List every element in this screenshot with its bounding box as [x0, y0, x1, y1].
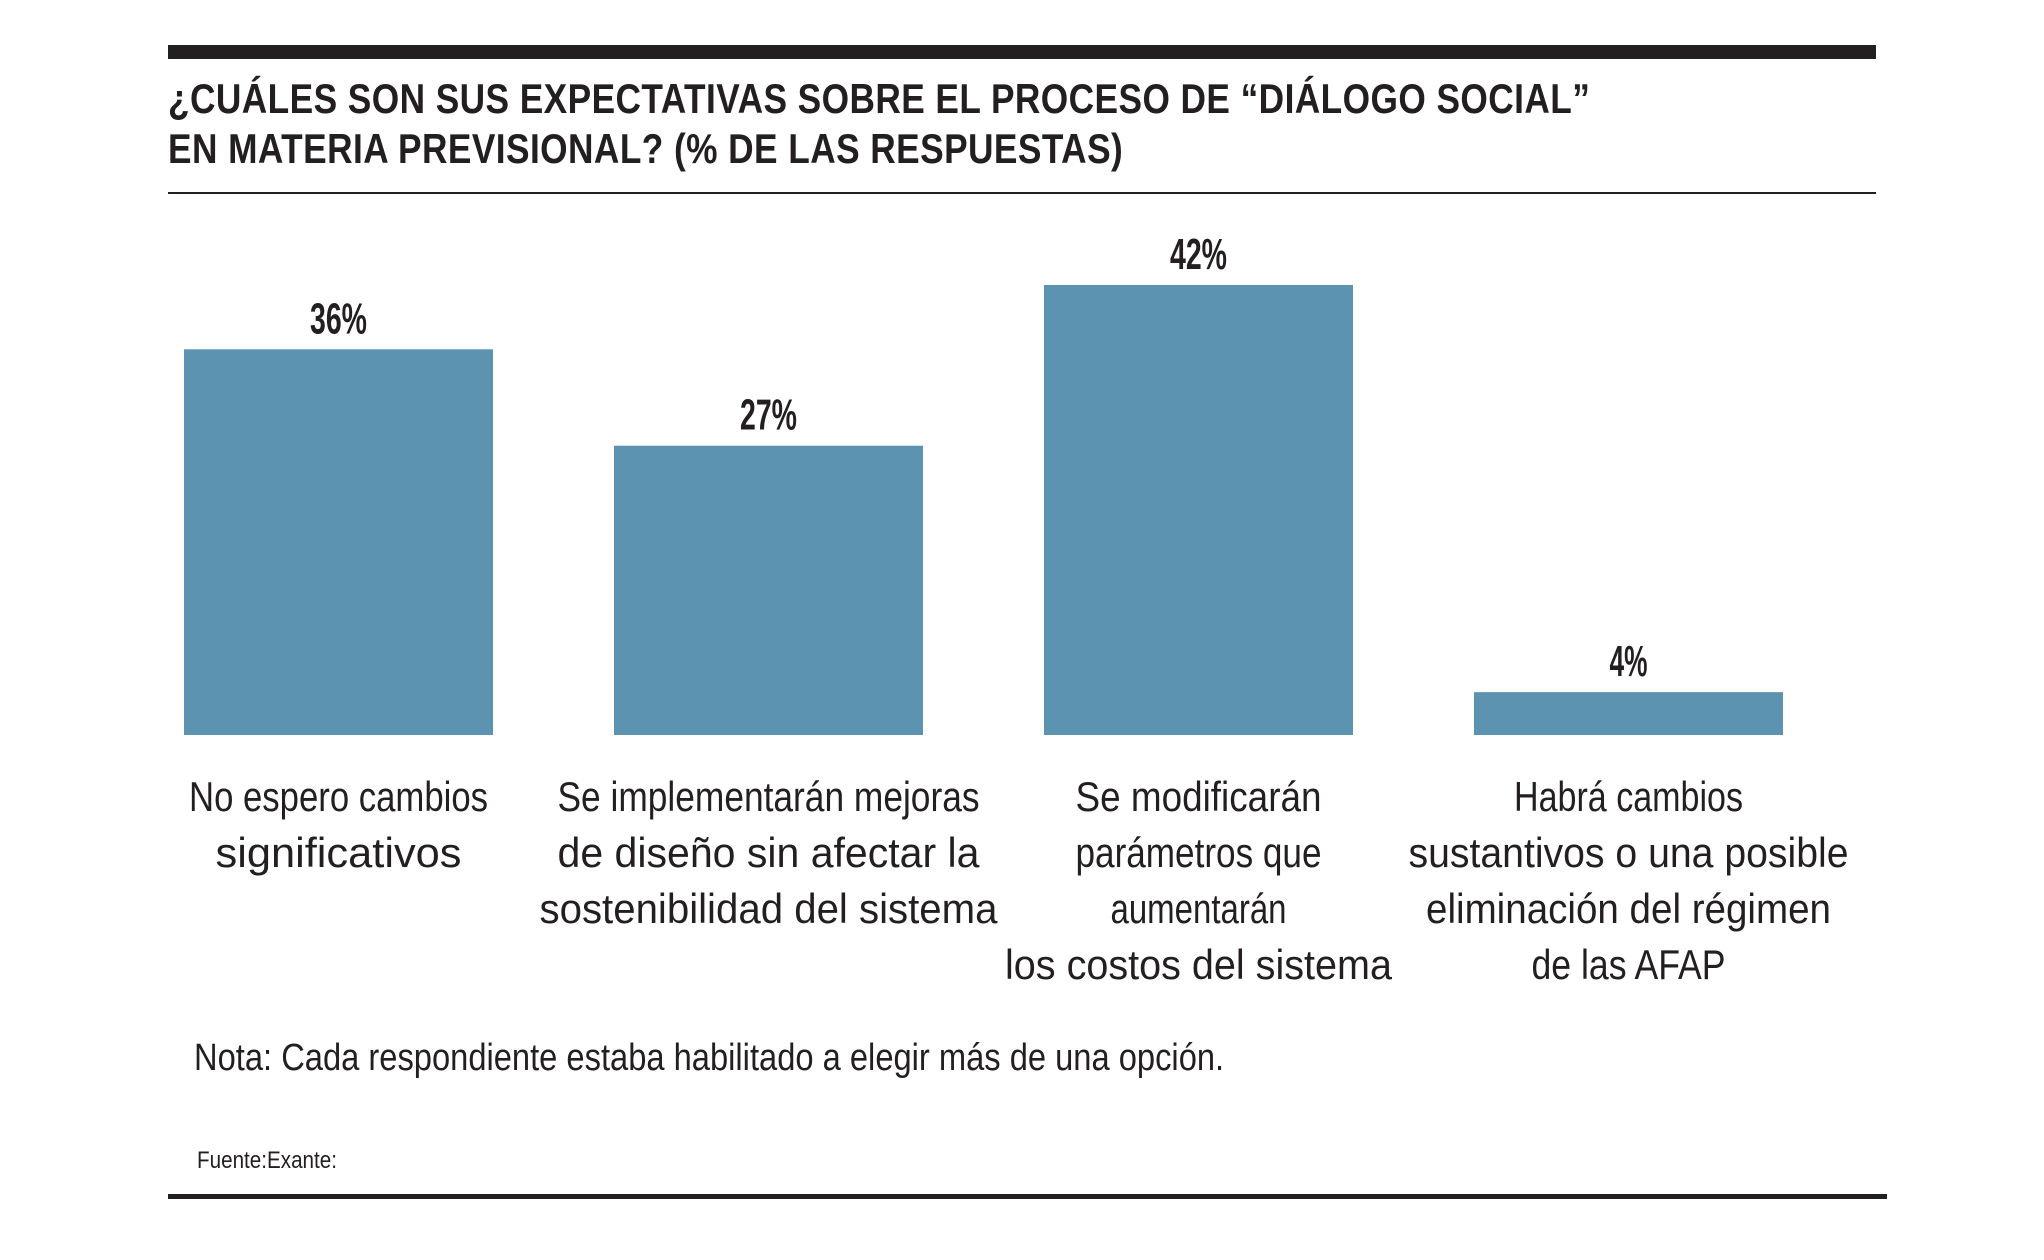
category-label-3-line-2: parámetros que: [1076, 829, 1322, 876]
bars-group: [184, 285, 1783, 735]
chart-title-line-1: ¿CUÁLES SON SUS EXPECTATIVAS SOBRE EL PR…: [168, 75, 1591, 122]
top-rule: [168, 45, 1876, 59]
chart-title-line-2: EN MATERIA PREVISIONAL? (% DE LAS RESPUE…: [168, 125, 1124, 172]
value-label-2: 27%: [740, 391, 797, 440]
bar-2: [614, 445, 923, 735]
value-label-3: 42%: [1170, 230, 1227, 279]
category-label-4-line-4: de las AFAP: [1532, 941, 1726, 988]
bottom-rule: [168, 1194, 1887, 1199]
category-label-4-line-2: sustantivos o una posible: [1409, 829, 1849, 876]
category-labels-group: No espero cambios significativos Se implem…: [189, 773, 1849, 988]
value-label-1: 36%: [310, 294, 367, 343]
category-label-1-line-2: significativos: [216, 829, 462, 876]
bar-4: [1474, 692, 1783, 735]
value-label-4: 4%: [1610, 637, 1648, 686]
category-label-4-line-3: eliminación del régimen: [1426, 885, 1831, 932]
category-label-3-line-1: Se modificarán: [1076, 773, 1322, 820]
category-label-3-line-3: aumentarán: [1111, 885, 1287, 932]
chart-title: ¿CUÁLES SON SUS EXPECTATIVAS SOBRE EL PR…: [168, 74, 1603, 174]
bar-1: [184, 349, 493, 735]
category-label-2-line-3: sostenibilidad del sistema: [540, 885, 999, 932]
category-label-2-line-1: Se implementarán mejoras: [558, 773, 980, 820]
category-label-2-line-2: de diseño sin afectar la: [558, 829, 981, 876]
category-label-4-line-1: Habrá cambios: [1514, 773, 1743, 820]
chart-source: Fuente:Exante:: [197, 1147, 337, 1174]
title-rule: [168, 192, 1876, 194]
category-label-3-line-4: los costos del sistema: [1005, 941, 1393, 988]
category-label-1-line-1: No espero cambios: [189, 773, 488, 820]
bar-3: [1044, 285, 1353, 735]
value-labels-group: 36% 27% 42% 4%: [310, 230, 1648, 686]
chart-note: Nota: Cada respondiente estaba habilitad…: [194, 1037, 1225, 1079]
